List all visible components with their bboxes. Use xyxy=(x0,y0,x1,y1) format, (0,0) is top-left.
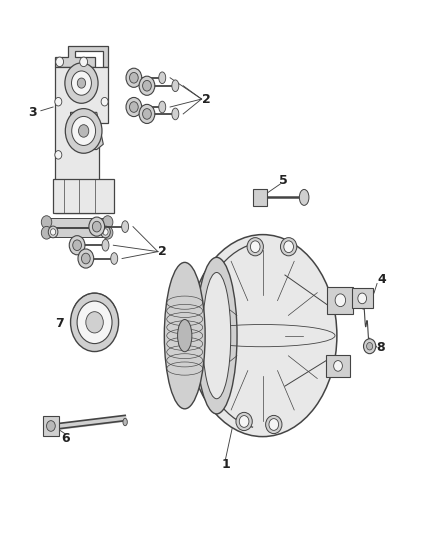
Circle shape xyxy=(251,241,260,253)
Ellipse shape xyxy=(196,257,237,414)
Circle shape xyxy=(78,78,85,88)
Circle shape xyxy=(130,72,138,83)
Circle shape xyxy=(50,229,56,235)
Circle shape xyxy=(46,421,55,431)
Circle shape xyxy=(41,216,52,229)
Circle shape xyxy=(143,80,151,91)
Circle shape xyxy=(77,301,112,344)
Polygon shape xyxy=(55,46,108,67)
Bar xyxy=(53,179,114,213)
Bar xyxy=(43,416,59,435)
Bar xyxy=(327,287,353,313)
Circle shape xyxy=(284,241,293,253)
Bar xyxy=(46,217,108,227)
Ellipse shape xyxy=(236,413,252,431)
Circle shape xyxy=(78,249,94,268)
Ellipse shape xyxy=(299,189,309,205)
Circle shape xyxy=(80,57,88,67)
Circle shape xyxy=(71,71,92,95)
Circle shape xyxy=(71,293,119,352)
Circle shape xyxy=(101,226,110,238)
Circle shape xyxy=(65,109,102,154)
Text: 8: 8 xyxy=(376,341,385,354)
Ellipse shape xyxy=(172,80,179,92)
Circle shape xyxy=(335,294,346,306)
Circle shape xyxy=(103,229,108,235)
Circle shape xyxy=(143,109,151,119)
Text: 2: 2 xyxy=(158,245,166,258)
Ellipse shape xyxy=(122,221,129,232)
Circle shape xyxy=(102,216,113,229)
Bar xyxy=(326,356,350,376)
Ellipse shape xyxy=(159,101,166,113)
Circle shape xyxy=(358,293,367,304)
Circle shape xyxy=(55,151,62,159)
Circle shape xyxy=(92,221,101,232)
Circle shape xyxy=(269,418,279,430)
Circle shape xyxy=(102,227,113,239)
Circle shape xyxy=(86,312,103,333)
Circle shape xyxy=(139,104,155,124)
Circle shape xyxy=(69,236,85,255)
Circle shape xyxy=(139,76,155,95)
Circle shape xyxy=(55,98,62,106)
Circle shape xyxy=(101,98,108,106)
Ellipse shape xyxy=(280,238,297,256)
Bar xyxy=(352,288,373,308)
Text: 1: 1 xyxy=(221,458,230,471)
Circle shape xyxy=(89,217,105,236)
Ellipse shape xyxy=(159,72,166,84)
Circle shape xyxy=(72,116,95,146)
Circle shape xyxy=(56,57,64,67)
Ellipse shape xyxy=(172,108,179,120)
Ellipse shape xyxy=(123,418,127,426)
Circle shape xyxy=(73,240,81,251)
Ellipse shape xyxy=(111,253,118,264)
Text: 4: 4 xyxy=(377,273,386,286)
Text: 3: 3 xyxy=(28,106,36,119)
Text: 7: 7 xyxy=(55,317,64,330)
Circle shape xyxy=(65,63,98,103)
Ellipse shape xyxy=(247,238,263,256)
Circle shape xyxy=(334,361,343,371)
Circle shape xyxy=(367,343,373,350)
Circle shape xyxy=(41,227,52,239)
Circle shape xyxy=(130,102,138,112)
Text: 6: 6 xyxy=(61,432,70,445)
Bar xyxy=(46,228,108,237)
Text: 2: 2 xyxy=(201,93,210,106)
Ellipse shape xyxy=(164,262,205,409)
Ellipse shape xyxy=(177,319,192,352)
Ellipse shape xyxy=(102,239,109,251)
Bar xyxy=(254,189,268,206)
Circle shape xyxy=(78,125,89,137)
Polygon shape xyxy=(55,67,108,213)
Ellipse shape xyxy=(265,415,282,433)
Circle shape xyxy=(364,339,376,354)
Circle shape xyxy=(81,253,90,264)
Ellipse shape xyxy=(188,235,337,437)
Circle shape xyxy=(126,68,142,87)
Polygon shape xyxy=(71,112,103,150)
Circle shape xyxy=(48,226,58,238)
Text: 5: 5 xyxy=(279,174,288,187)
Ellipse shape xyxy=(202,272,231,399)
Circle shape xyxy=(126,98,142,117)
Circle shape xyxy=(239,416,249,427)
